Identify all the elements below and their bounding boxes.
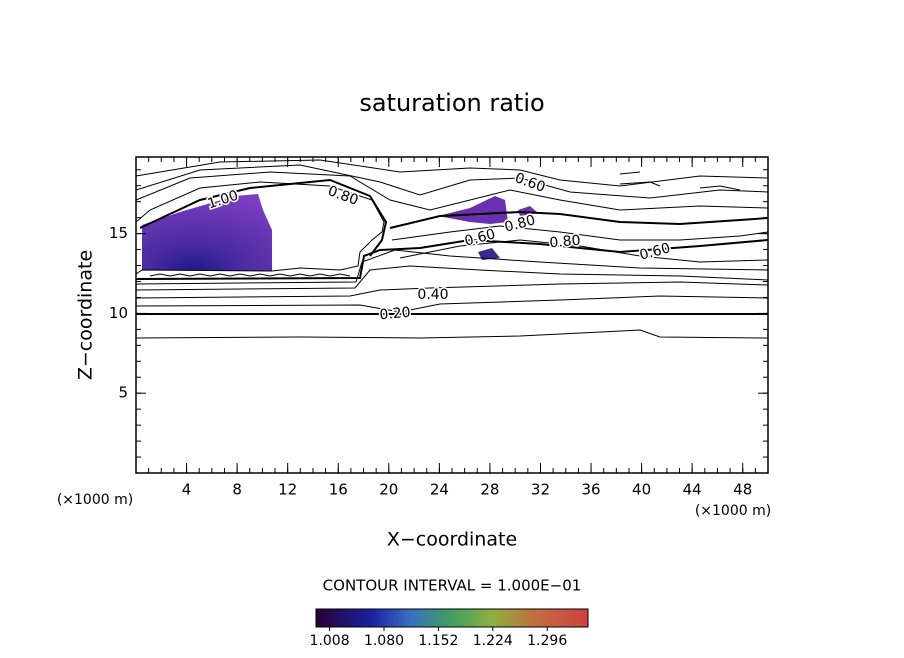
x-tick-label: 16	[329, 481, 348, 499]
colorbar-tick-label: 1.224	[473, 633, 513, 649]
contour-line	[399, 239, 768, 263]
contour-line	[136, 159, 768, 187]
y-tick-label: 5	[118, 384, 128, 402]
contour-line	[619, 171, 741, 191]
contour-line	[136, 329, 768, 339]
contour-label: 0.60	[638, 240, 672, 264]
x-axis-unit: (×1000 m)	[695, 503, 771, 519]
supersaturated-region	[142, 194, 272, 271]
chart-title: saturation ratio	[359, 89, 544, 117]
contour-line	[389, 210, 768, 229]
x-tick-label: 24	[430, 481, 449, 499]
x-tick-label: 8	[232, 481, 242, 499]
supersaturated-region	[478, 248, 500, 260]
contour-interval: CONTOUR INTERVAL = 1.000E−01	[323, 577, 582, 595]
y-tick-label: 10	[109, 304, 128, 322]
contour-label: 0.20	[379, 305, 411, 324]
y-axis-unit: (×1000 m)	[57, 492, 133, 508]
colorbar-tick-label: 1.152	[418, 633, 458, 649]
y-tick-label: 15	[109, 224, 128, 242]
x-tick-label: 12	[278, 481, 297, 499]
x-tick-label: 40	[632, 481, 651, 499]
contour-field	[136, 159, 768, 339]
contour-label: 0.80	[503, 212, 537, 236]
supersaturated-region	[438, 196, 508, 224]
contour-line	[139, 178, 388, 257]
contour-line	[391, 225, 768, 241]
colorbar-tick-label: 1.008	[310, 633, 350, 649]
contour-label: 0.40	[417, 287, 448, 303]
x-tick-label: 20	[379, 481, 398, 499]
contour-line	[149, 273, 351, 277]
contour-line	[136, 164, 768, 199]
contour-label: 0.80	[549, 233, 581, 252]
y-axis-label: Z−coordinate	[75, 250, 97, 380]
contour-line	[136, 171, 768, 211]
colorbar	[315, 608, 589, 628]
x-tick-label: 48	[733, 481, 752, 499]
colorbar-tick-label: 1.296	[527, 633, 567, 649]
x-tick-label: 44	[683, 481, 702, 499]
x-tick-label: 28	[480, 481, 499, 499]
contour-line	[136, 181, 385, 275]
contour-line	[136, 238, 768, 280]
x-tick-label: 4	[182, 481, 192, 499]
x-tick-label: 32	[531, 481, 550, 499]
contour-label: 0.80	[326, 183, 361, 209]
colorbar-tick-label: 1.080	[364, 633, 404, 649]
contour-line	[136, 295, 768, 313]
x-tick-label: 36	[581, 481, 600, 499]
contour-line	[136, 281, 768, 299]
x-axis-label: X−coordinate	[387, 529, 517, 551]
contour-line	[136, 265, 768, 291]
